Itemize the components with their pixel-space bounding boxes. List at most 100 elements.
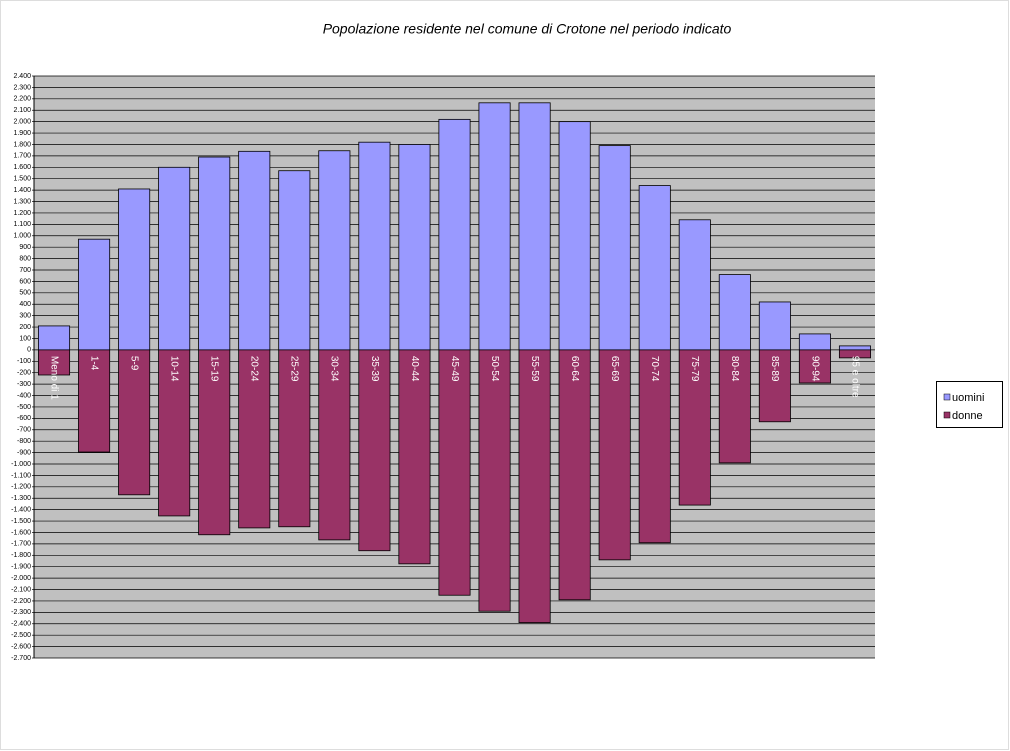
y-tick-label: -700 bbox=[17, 427, 31, 434]
bar bbox=[758, 301, 791, 351]
y-tick-label: 1.400 bbox=[13, 187, 31, 194]
y-tick-label: -1.600 bbox=[11, 529, 31, 536]
y-tick-label: -2.500 bbox=[11, 632, 31, 639]
bar bbox=[318, 150, 351, 351]
y-tick-label: 500 bbox=[19, 290, 31, 297]
bar bbox=[718, 349, 751, 464]
bar bbox=[398, 349, 431, 565]
y-tick-label: 900 bbox=[19, 244, 31, 251]
bar bbox=[518, 102, 551, 351]
bar bbox=[358, 141, 391, 351]
y-tick-label: -900 bbox=[17, 449, 31, 456]
bar bbox=[278, 170, 311, 351]
bar bbox=[798, 349, 831, 384]
y-tick-label: -1.300 bbox=[11, 495, 31, 502]
y-tick-label: -2.100 bbox=[11, 586, 31, 593]
x-tick-label: 15-19 bbox=[209, 356, 220, 382]
x-tick-label: 40-44 bbox=[409, 356, 420, 382]
bar bbox=[78, 238, 111, 351]
y-tick-label: 700 bbox=[19, 267, 31, 274]
y-tick-label: 2.400 bbox=[13, 73, 31, 80]
legend-swatch bbox=[943, 393, 951, 401]
x-tick-label: 80-84 bbox=[729, 356, 740, 382]
bar bbox=[478, 102, 511, 351]
y-tick-label: -1.000 bbox=[11, 461, 31, 468]
x-tick-label: 60-64 bbox=[569, 356, 580, 382]
legend-box bbox=[936, 381, 1003, 428]
y-tick-label: -1.500 bbox=[11, 518, 31, 525]
x-tick-label: 90-94 bbox=[809, 356, 820, 382]
bar bbox=[158, 349, 191, 517]
y-tick-label: -500 bbox=[17, 404, 31, 411]
bar bbox=[118, 349, 151, 496]
y-tick-label: 2.100 bbox=[13, 107, 31, 114]
x-tick-label: 75-79 bbox=[689, 356, 700, 382]
y-tick-label: 1.900 bbox=[13, 130, 31, 137]
y-tick-label: 1.100 bbox=[13, 221, 31, 228]
y-tick-label: 2.200 bbox=[13, 96, 31, 103]
y-tick-label: 1.600 bbox=[13, 164, 31, 171]
bar bbox=[518, 349, 551, 624]
y-tick-label: 200 bbox=[19, 324, 31, 331]
bar bbox=[558, 349, 591, 601]
bar bbox=[838, 345, 871, 351]
y-tick-label: 800 bbox=[19, 255, 31, 262]
bar bbox=[638, 185, 671, 351]
bar bbox=[638, 349, 671, 544]
y-tick-label: 1.000 bbox=[13, 233, 31, 240]
bar bbox=[678, 349, 711, 506]
y-tick-label: -1.400 bbox=[11, 506, 31, 513]
y-tick-label: -100 bbox=[17, 358, 31, 365]
bar bbox=[118, 188, 151, 351]
x-tick-label: 10-14 bbox=[169, 356, 180, 382]
bar bbox=[558, 121, 591, 351]
legend-swatch bbox=[943, 411, 951, 419]
legend-label: uomini bbox=[952, 392, 984, 404]
y-tick-label: 100 bbox=[19, 335, 31, 342]
bar bbox=[478, 349, 511, 612]
bar bbox=[678, 219, 711, 351]
bar bbox=[838, 349, 871, 359]
bar bbox=[38, 325, 71, 351]
x-tick-label: 5-9 bbox=[128, 356, 139, 371]
legend-label: donne bbox=[952, 410, 983, 422]
y-tick-label: -2.400 bbox=[11, 621, 31, 628]
x-tick-label: 65-69 bbox=[609, 356, 620, 382]
y-tick-label: 300 bbox=[19, 312, 31, 319]
plot-area: 2.400 2.300 2.200 2.100 2.000 1.900 1.800 1.700… bbox=[11, 73, 875, 662]
y-tick-label: 400 bbox=[19, 301, 31, 308]
x-tick-label: 45-49 bbox=[449, 356, 460, 382]
y-tick-label: -2.700 bbox=[11, 655, 31, 662]
y-tick-label: 1.700 bbox=[13, 153, 31, 160]
y-tick-label: -1.900 bbox=[11, 564, 31, 571]
y-tick-label: -400 bbox=[17, 392, 31, 399]
y-tick-label: 2.000 bbox=[13, 118, 31, 125]
bar bbox=[398, 144, 431, 351]
y-tick-label: -600 bbox=[17, 415, 31, 422]
bar bbox=[158, 166, 191, 351]
x-tick-label: 85-89 bbox=[769, 356, 780, 382]
bar bbox=[718, 274, 751, 351]
x-tick-label: 35-39 bbox=[369, 356, 380, 382]
bar bbox=[598, 349, 631, 561]
y-tick-label: -2.300 bbox=[11, 609, 31, 616]
x-tick-label: 30-34 bbox=[329, 356, 340, 382]
bar bbox=[198, 349, 231, 536]
y-tick-label: 2.300 bbox=[13, 84, 31, 91]
chart-title: Popolazione residente nel comune di Crot… bbox=[323, 21, 732, 37]
y-tick-label: -300 bbox=[17, 381, 31, 388]
y-tick-label: 1.300 bbox=[13, 198, 31, 205]
y-tick-label: -1.100 bbox=[11, 472, 31, 479]
bar bbox=[38, 349, 71, 376]
bar bbox=[238, 349, 271, 529]
x-tick-label: 95 e oltre bbox=[849, 356, 860, 398]
x-tick-label: 50-54 bbox=[489, 356, 500, 382]
bar bbox=[358, 349, 391, 552]
y-tick-label: -2.200 bbox=[11, 598, 31, 605]
y-tick-label: 1.800 bbox=[13, 141, 31, 148]
y-tick-label: 1.500 bbox=[13, 176, 31, 183]
x-tick-label: 55-59 bbox=[529, 356, 540, 382]
x-tick-label: 20-24 bbox=[249, 356, 260, 382]
bar bbox=[438, 118, 471, 351]
